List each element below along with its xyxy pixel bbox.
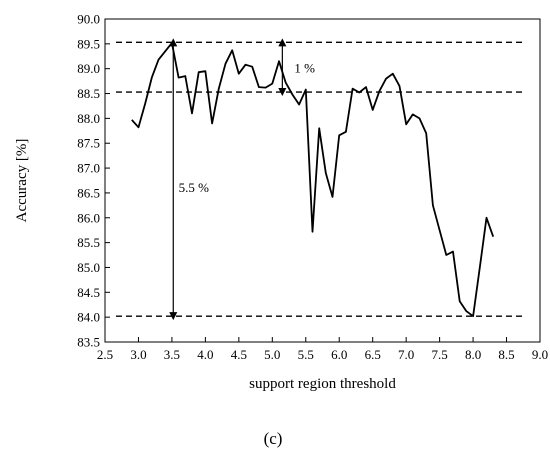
y-tick-label: 87.5 [77, 136, 100, 151]
x-tick-label: 6.0 [331, 347, 347, 362]
x-tick-label: 3.0 [130, 347, 146, 362]
y-tick-label: 86.5 [77, 185, 100, 200]
x-tick-label: 6.5 [365, 347, 381, 362]
x-axis: 2.5 3.0 3.5 4.0 4.5 5.0 5.5 6.0 6.5 7.0 7.5 8.0 8.5 9… [97, 337, 548, 362]
panel-label: (c) [264, 429, 283, 448]
y-tick-label: 88.5 [77, 86, 100, 101]
y-tick-label: 90.0 [77, 12, 100, 27]
y-tick-label: 87.0 [77, 161, 100, 176]
annotation-label: 1 % [294, 61, 315, 76]
x-tick-label: 9.0 [532, 347, 548, 362]
x-tick-label: 2.5 [97, 347, 113, 362]
y-tick-label: 83.5 [77, 335, 100, 350]
plot-frame [104, 18, 541, 343]
x-tick-label: 5.0 [264, 347, 280, 362]
x-tick-label: 8.0 [465, 347, 481, 362]
y-tick-label: 85.0 [77, 260, 100, 275]
x-tick-label: 8.5 [498, 347, 514, 362]
annotation-label: 5.5 % [179, 180, 210, 195]
y-axis: 83.5 84.0 84.5 85.0 85.5 86.0 86.5 87.0 87.5 88.0… [77, 12, 110, 350]
y-tick-label: 88.0 [77, 111, 100, 126]
y-tick-label: 89.0 [77, 61, 100, 76]
x-tick-label: 4.0 [197, 347, 213, 362]
x-tick-label: 7.5 [431, 347, 447, 362]
annotations: 1 % 5.5 % [169, 38, 315, 321]
x-axis-label: support region threshold [249, 376, 396, 392]
x-tick-label: 5.5 [298, 347, 314, 362]
y-tick-label: 84.0 [77, 310, 100, 325]
y-tick-label: 84.5 [77, 285, 100, 300]
y-tick-label: 86.0 [77, 210, 100, 225]
y-tick-label: 85.5 [77, 235, 100, 250]
x-tick-label: 3.5 [164, 347, 180, 362]
x-tick-label: 7.0 [398, 347, 414, 362]
reference-lines [116, 41, 525, 317]
y-axis-label: Accuracy [%] [14, 139, 30, 223]
accuracy-series-line [131, 42, 495, 318]
x-tick-label: 4.5 [231, 347, 247, 362]
y-tick-label: 89.5 [77, 36, 100, 51]
